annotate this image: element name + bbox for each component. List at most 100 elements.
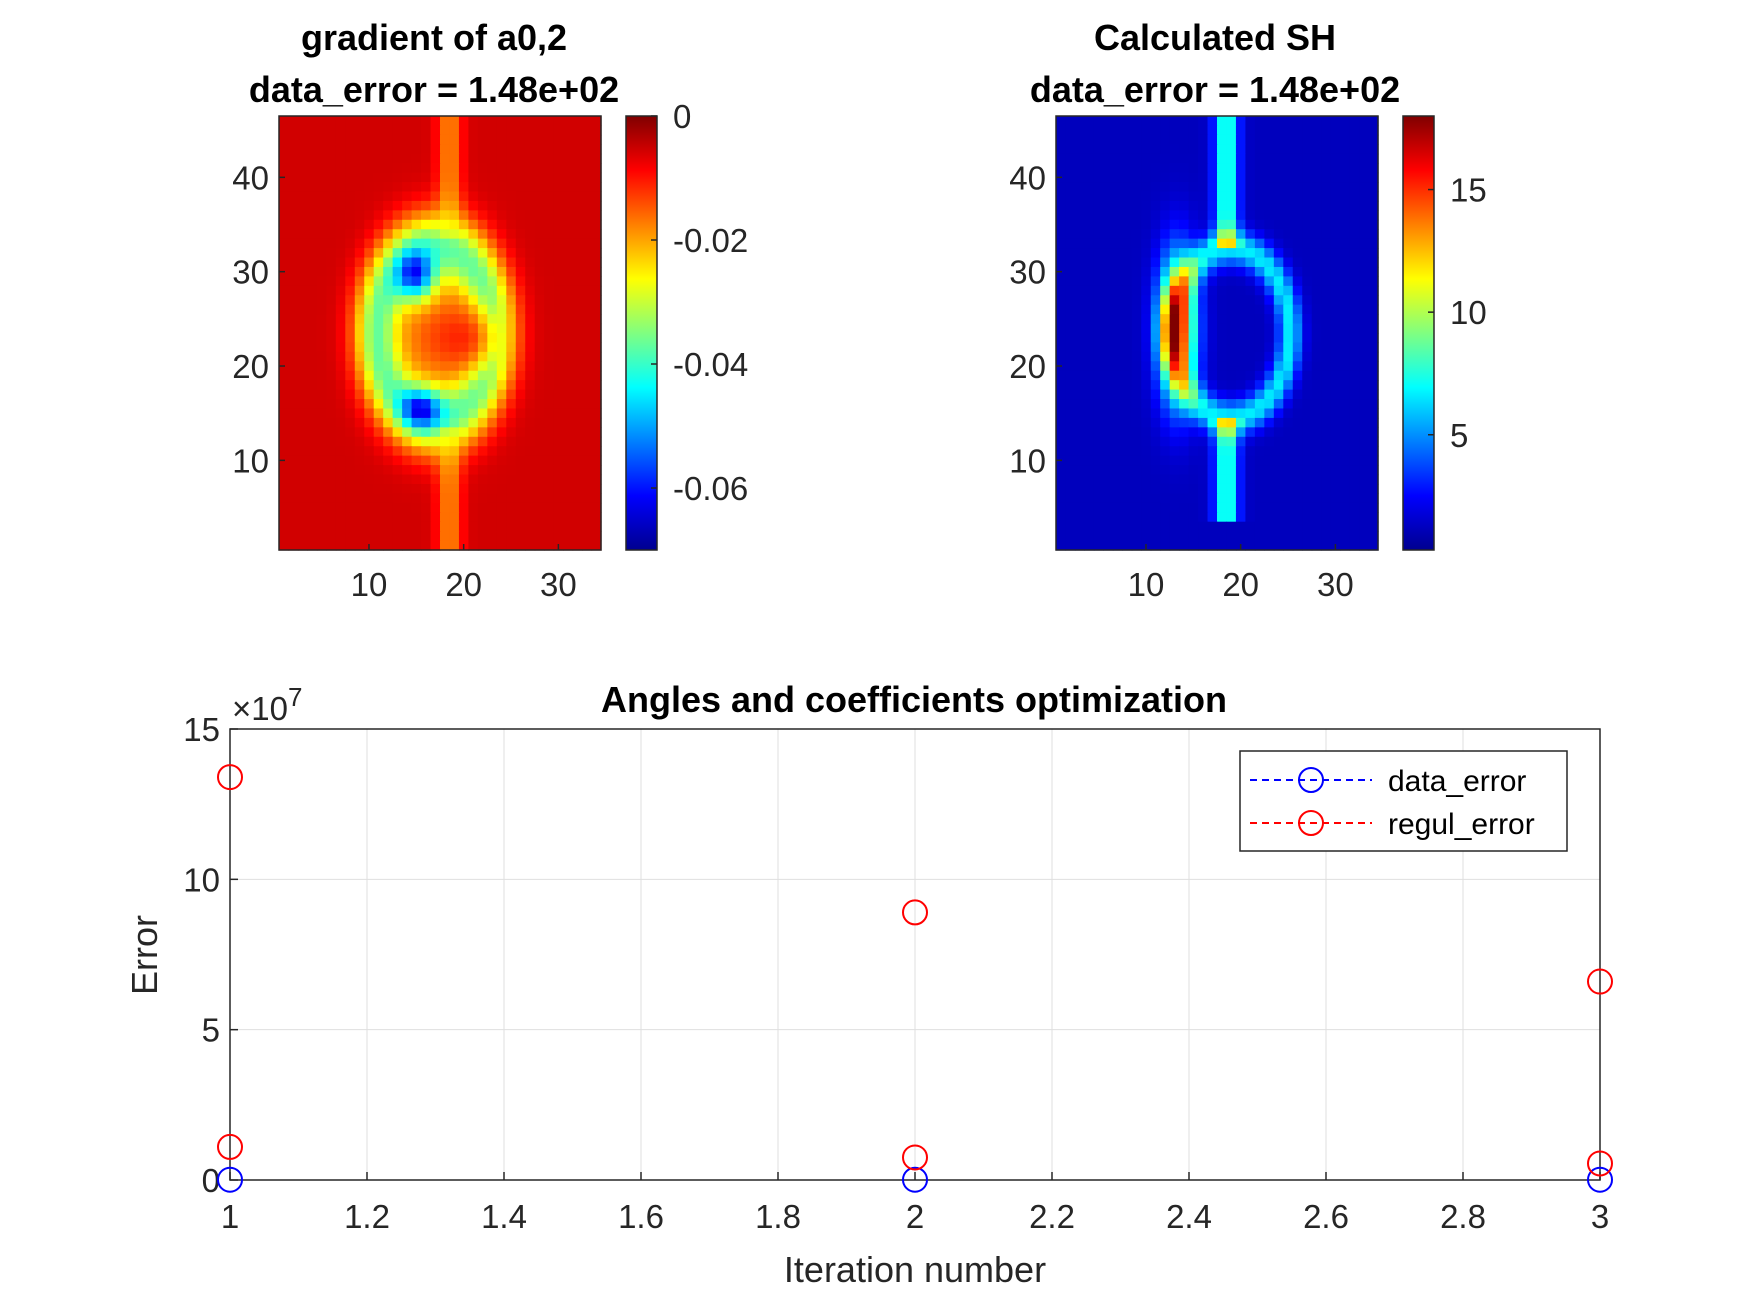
heatmap1-cell xyxy=(316,351,327,362)
heatmap1-cell xyxy=(373,266,384,277)
heatmap1-y-tick-label: 20 xyxy=(232,348,269,385)
heatmap2-cell xyxy=(1179,153,1190,164)
heatmap2-cell xyxy=(1074,182,1086,193)
heatmap1-cell xyxy=(515,540,526,551)
heatmap2-cell xyxy=(1264,276,1275,287)
heatmap2-cell xyxy=(1188,210,1199,221)
heatmap1-cell xyxy=(487,408,498,419)
heatmap2-cell xyxy=(1122,333,1133,344)
heatmap2-cell xyxy=(1141,285,1152,296)
heatmap1-cell xyxy=(383,521,394,532)
heatmap2-cell xyxy=(1179,134,1190,145)
heatmap2-cell xyxy=(1273,172,1284,183)
heatmap1-cell xyxy=(326,351,337,362)
heatmap2-cell xyxy=(1349,540,1360,551)
heatmap2-cell xyxy=(1122,389,1133,400)
heatmap2-cell xyxy=(1283,389,1294,400)
heatmap1-cell xyxy=(582,182,593,193)
heatmap1-cell xyxy=(288,182,299,193)
heatmap1-cell xyxy=(402,389,413,400)
heatmap2-cell xyxy=(1321,144,1332,155)
heatmap2-cell xyxy=(1264,446,1275,457)
heatmap2-cell xyxy=(1093,483,1104,494)
heatmap1-cell xyxy=(411,342,422,353)
heatmap1-cell xyxy=(496,427,507,438)
heatmap1-cell xyxy=(411,351,422,362)
heatmap1-cell xyxy=(515,436,526,447)
heatmap1-cell xyxy=(477,483,488,494)
heatmap1-cell xyxy=(468,238,479,249)
heatmap1-cell xyxy=(383,229,394,240)
heatmap2-cell xyxy=(1235,493,1247,504)
heatmap1-cell xyxy=(525,512,536,523)
heatmap1-cell xyxy=(392,389,403,400)
heatmap1-cell xyxy=(421,153,432,164)
heatmap1-cell xyxy=(364,417,375,428)
heatmap2-cell xyxy=(1150,257,1161,268)
heatmap2-cell xyxy=(1302,389,1313,400)
heatmap1-cell xyxy=(544,531,555,542)
heatmap2-cell xyxy=(1264,314,1275,325)
heatmap2-cell xyxy=(1217,276,1228,287)
heatmap2-cell xyxy=(1226,531,1237,542)
heatmap2-cell xyxy=(1122,483,1133,494)
heatmap1-cell xyxy=(364,238,375,249)
heatmap1-cell xyxy=(364,304,375,315)
heatmap2-cell xyxy=(1321,521,1332,532)
heatmap1-cell xyxy=(477,144,488,155)
heatmap2-cell xyxy=(1368,333,1379,344)
heatmap1-cell xyxy=(544,304,555,315)
heatmap1-cell xyxy=(572,323,583,334)
heatmap1-cell xyxy=(534,521,545,532)
heatmap2-cell xyxy=(1103,446,1114,457)
heatmap2-cell xyxy=(1150,219,1161,230)
heatmap2-cell xyxy=(1302,116,1313,127)
heatmap2-cell xyxy=(1273,455,1284,466)
heatmap2-cell xyxy=(1179,182,1190,193)
heatmap2-cell xyxy=(1340,182,1351,193)
heatmap2-cell xyxy=(1150,229,1161,240)
heatmap1-cell xyxy=(421,427,432,438)
heatmap1-cell xyxy=(354,144,365,155)
heatmap2-cell xyxy=(1056,408,1067,419)
heatmap2-cell xyxy=(1112,163,1123,174)
heatmap1-cell xyxy=(440,493,451,504)
heatmap1-cell xyxy=(335,427,346,438)
heatmap2-cell xyxy=(1122,276,1133,287)
heatmap1-cell xyxy=(449,380,460,391)
colorbar2-tick-label: 10 xyxy=(1450,294,1487,331)
heatmap2-cell xyxy=(1160,219,1171,230)
heatmap1-cell xyxy=(383,238,394,249)
heatmap2-cell xyxy=(1131,455,1142,466)
heatmap1-cell xyxy=(477,172,488,183)
heatmap2-cell xyxy=(1292,342,1303,353)
heatmap1-cell xyxy=(572,266,583,277)
heatmap1-cell xyxy=(534,540,545,551)
heatmap2-cell xyxy=(1235,285,1247,296)
heatmap2-cell xyxy=(1311,172,1322,183)
heatmap2-cell xyxy=(1264,248,1275,259)
heatmap2-cell xyxy=(1065,333,1076,344)
heatmap2-cell xyxy=(1349,191,1360,202)
heatmap1-cell xyxy=(487,238,498,249)
heatmap2-cell xyxy=(1302,512,1313,523)
heatmap2-cell xyxy=(1169,446,1180,457)
heatmap1-cell xyxy=(544,266,555,277)
heatmap1-cell xyxy=(421,191,432,202)
heatmap2-cell xyxy=(1330,295,1341,306)
heatmap2-cell xyxy=(1254,521,1265,532)
heatmap1-cell xyxy=(392,493,403,504)
heatmap2-cell xyxy=(1198,493,1209,504)
heatmap1-cell xyxy=(288,512,299,523)
heatmap1-cell xyxy=(402,436,413,447)
heatmap2-cell xyxy=(1340,191,1351,202)
y-exponent-power: 7 xyxy=(288,682,302,712)
heatmap1-cell xyxy=(496,295,507,306)
heatmap1-cell xyxy=(544,200,555,211)
heatmap1-cell xyxy=(364,455,375,466)
heatmap1-cell xyxy=(572,219,583,230)
heatmap2-cell xyxy=(1226,465,1237,476)
heatmap1-cell xyxy=(297,370,309,381)
heatmap2-cell xyxy=(1112,182,1123,193)
heatmap2-cell xyxy=(1074,116,1086,127)
